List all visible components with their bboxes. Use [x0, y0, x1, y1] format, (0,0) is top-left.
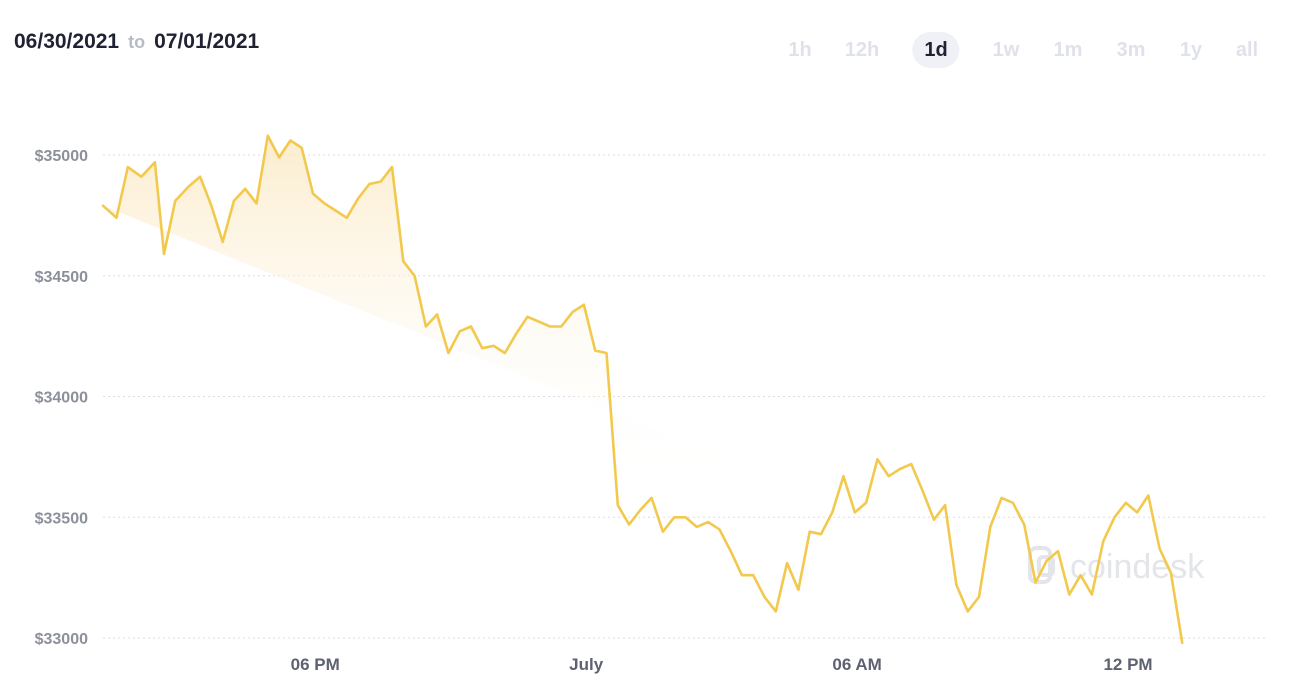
from-date: 06/30/2021: [14, 30, 120, 53]
x-tick-label: 06 PM: [291, 655, 340, 674]
x-axis: 06 PM July 06 AM 12 PM: [291, 655, 1153, 674]
y-tick-label: $33000: [35, 631, 88, 648]
range-button-1d[interactable]: 1d: [912, 32, 960, 68]
date-range: 06/30/2021 to 07/01/2021: [14, 30, 259, 54]
y-tick-label: $35000: [35, 148, 88, 165]
range-button-12h[interactable]: 12h: [844, 39, 880, 61]
range-button-3m[interactable]: 3m: [1116, 39, 1146, 61]
y-tick-label: $34000: [35, 390, 88, 407]
y-tick-label: $34500: [35, 269, 88, 286]
range-button-1m[interactable]: 1m: [1053, 39, 1083, 61]
y-tick-label: $33500: [35, 510, 88, 527]
range-selector: 1h 12h 1d 1w 1m 3m 1y all: [0, 32, 1300, 68]
price-area: [103, 135, 1183, 643]
x-tick-label: 06 AM: [832, 655, 881, 674]
x-tick-label: July: [569, 655, 604, 674]
price-line[interactable]: [101, 134, 1184, 645]
y-axis: $35000 $34500 $34000 $33500 $33000: [35, 148, 88, 648]
range-button-1y[interactable]: 1y: [1179, 39, 1203, 61]
x-tick-label: 12 PM: [1103, 655, 1152, 674]
grid: [103, 154, 1268, 639]
range-button-all[interactable]: all: [1235, 39, 1259, 61]
to-date: 07/01/2021: [154, 30, 260, 53]
range-button-1h[interactable]: 1h: [788, 39, 812, 61]
to-word: to: [128, 32, 146, 52]
range-button-1w[interactable]: 1w: [992, 39, 1020, 61]
